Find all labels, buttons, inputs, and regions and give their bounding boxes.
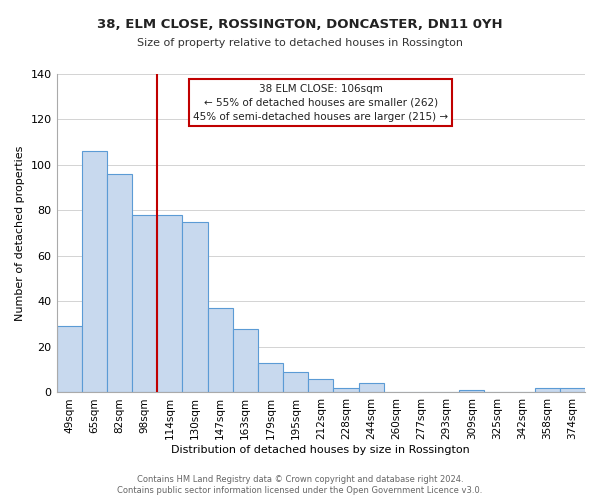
Bar — [132, 215, 157, 392]
Bar — [56, 326, 82, 392]
Text: 38, ELM CLOSE, ROSSINGTON, DONCASTER, DN11 0YH: 38, ELM CLOSE, ROSSINGTON, DONCASTER, DN… — [97, 18, 503, 30]
Bar — [535, 388, 560, 392]
Bar — [258, 363, 283, 392]
Text: Contains public sector information licensed under the Open Government Licence v3: Contains public sector information licen… — [118, 486, 482, 495]
Text: Size of property relative to detached houses in Rossington: Size of property relative to detached ho… — [137, 38, 463, 48]
Bar — [208, 308, 233, 392]
Bar — [459, 390, 484, 392]
Bar — [107, 174, 132, 392]
Bar — [308, 379, 334, 392]
Bar — [283, 372, 308, 392]
Y-axis label: Number of detached properties: Number of detached properties — [15, 146, 25, 321]
Text: Contains HM Land Registry data © Crown copyright and database right 2024.: Contains HM Land Registry data © Crown c… — [137, 475, 463, 484]
Bar — [157, 215, 182, 392]
Bar — [233, 329, 258, 392]
Bar — [82, 152, 107, 392]
Bar — [560, 388, 585, 392]
X-axis label: Distribution of detached houses by size in Rossington: Distribution of detached houses by size … — [172, 445, 470, 455]
Bar — [334, 388, 359, 392]
Bar — [359, 384, 383, 392]
Bar — [182, 222, 208, 392]
Text: 38 ELM CLOSE: 106sqm
← 55% of detached houses are smaller (262)
45% of semi-deta: 38 ELM CLOSE: 106sqm ← 55% of detached h… — [193, 84, 448, 122]
